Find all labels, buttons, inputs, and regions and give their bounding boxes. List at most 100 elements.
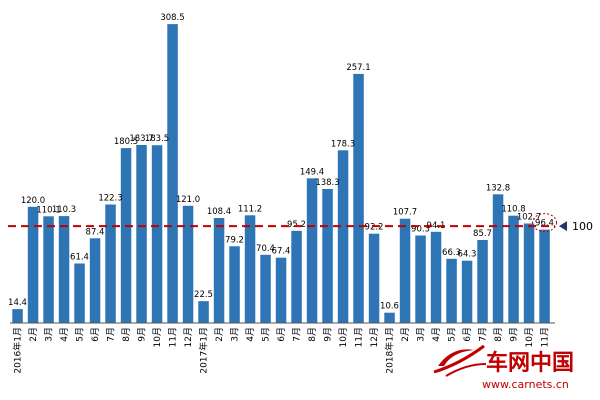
x-tick-label-21: 10月 [338, 327, 349, 347]
bar-28 [446, 258, 457, 323]
value-label-9: 183.5 [145, 134, 169, 144]
value-label-7: 180.5 [114, 137, 138, 147]
value-label-25: 107.7 [393, 208, 417, 218]
bar-23 [368, 233, 380, 323]
value-label-21: 178.3 [331, 139, 355, 149]
bar-20 [322, 189, 333, 323]
value-label-14: 79.2 [225, 235, 244, 245]
bar-27 [430, 231, 442, 323]
bar-7 [120, 148, 132, 323]
value-label-10: 308.5 [160, 13, 184, 23]
value-label-31: 132.8 [486, 183, 510, 193]
value-label-28: 66.3 [442, 248, 461, 258]
value-label-1: 120.0 [21, 196, 45, 206]
value-label-29: 64.3 [458, 250, 477, 260]
watermark-url: www.carnets.cn [482, 378, 569, 391]
x-tick-label-13: 2月 [214, 327, 225, 342]
x-tick-label-31: 8月 [493, 327, 504, 342]
bar-17 [275, 257, 287, 323]
x-tick-label-24: 2018年1月 [384, 327, 396, 374]
bar-18 [291, 230, 302, 323]
x-tick-label-16: 5月 [261, 327, 272, 342]
x-tick-label-4: 5月 [75, 327, 86, 342]
value-label-33: 102.7 [517, 213, 541, 223]
x-tick-label-0: 2016年1月 [12, 327, 24, 374]
bar-22 [353, 73, 364, 324]
x-tick-label-34: 11月 [540, 327, 551, 347]
value-label-34: 96.4 [535, 219, 554, 229]
x-tick-label-11: 12月 [183, 327, 194, 347]
value-label-12: 22.5 [194, 290, 213, 300]
watermark-name: 车网中国 [486, 350, 574, 376]
x-tick-label-25: 2月 [400, 327, 411, 342]
bar-34 [539, 229, 550, 323]
x-tick-label-18: 7月 [292, 327, 303, 342]
value-label-16: 70.4 [256, 244, 275, 254]
bar-10 [167, 24, 178, 323]
value-label-0: 14.4 [8, 298, 27, 308]
x-tick-label-20: 9月 [323, 327, 334, 342]
value-label-30: 85.7 [473, 229, 492, 239]
bar-26 [415, 235, 426, 323]
x-tick-label-7: 8月 [121, 327, 132, 342]
x-tick-label-8: 9月 [137, 327, 148, 342]
value-label-15: 111.2 [238, 204, 262, 214]
bar-29 [461, 260, 473, 323]
x-tick-label-23: 12月 [369, 327, 380, 347]
value-label-19: 149.4 [300, 167, 324, 177]
value-label-8: 183.7 [129, 134, 153, 144]
x-tick-label-3: 4月 [59, 327, 70, 342]
x-tick-label-29: 6月 [462, 327, 473, 342]
x-tick-label-30: 7月 [478, 327, 489, 342]
value-label-17: 67.4 [272, 247, 291, 257]
bar-19 [306, 178, 318, 323]
bar-2 [43, 216, 54, 323]
bar-24 [384, 312, 395, 323]
watermark-logo: 车网中国 www.carnets.cn [433, 344, 574, 391]
x-tick-label-5: 6月 [90, 327, 101, 342]
x-tick-label-32: 9月 [509, 327, 520, 342]
x-tick-label-27: 4月 [431, 327, 442, 342]
highlight-circle [532, 213, 557, 233]
x-tick-label-6: 7月 [106, 327, 117, 342]
bar-13 [213, 218, 225, 323]
bar-3 [58, 216, 70, 323]
value-labels-group: 14.4120.0110.1110.361.487.4122.3180.5183… [8, 13, 554, 312]
bar-32 [508, 215, 519, 323]
x-tick-label-28: 5月 [447, 327, 458, 342]
bar-33 [523, 223, 535, 323]
value-label-20: 138.3 [315, 178, 339, 188]
value-label-3: 110.3 [52, 205, 76, 215]
bar-1 [27, 206, 39, 324]
value-label-6: 122.3 [98, 194, 122, 204]
bar-11 [182, 205, 194, 323]
reference-marker [559, 221, 567, 232]
x-tick-label-17: 6月 [276, 327, 287, 342]
bar-31 [492, 194, 504, 323]
value-label-24: 10.6 [380, 302, 399, 312]
bar-21 [337, 150, 349, 323]
value-label-5: 87.4 [86, 227, 105, 237]
bar-8 [136, 145, 147, 323]
bar-30 [477, 240, 488, 323]
bar-4 [74, 263, 85, 323]
x-tick-label-33: 10月 [524, 327, 535, 347]
bar-6 [105, 204, 116, 323]
bar-14 [229, 246, 240, 323]
reference-line-label: 100 [572, 220, 593, 233]
value-label-18: 95.2 [287, 220, 306, 230]
bar-16 [260, 254, 271, 323]
x-tick-label-19: 8月 [307, 327, 318, 342]
x-tick-label-1: 2月 [28, 327, 39, 342]
bar-12 [198, 301, 209, 323]
bar-15 [244, 215, 256, 323]
x-tick-label-15: 4月 [245, 327, 256, 342]
bars-group [12, 24, 550, 324]
x-tick-label-10: 11月 [168, 327, 179, 347]
x-tick-label-12: 2017年1月 [198, 327, 210, 374]
value-label-13: 108.4 [207, 207, 231, 217]
x-tick-label-22: 11月 [354, 327, 365, 347]
value-label-23: 92.2 [365, 223, 384, 233]
value-label-11: 121.0 [176, 195, 200, 205]
